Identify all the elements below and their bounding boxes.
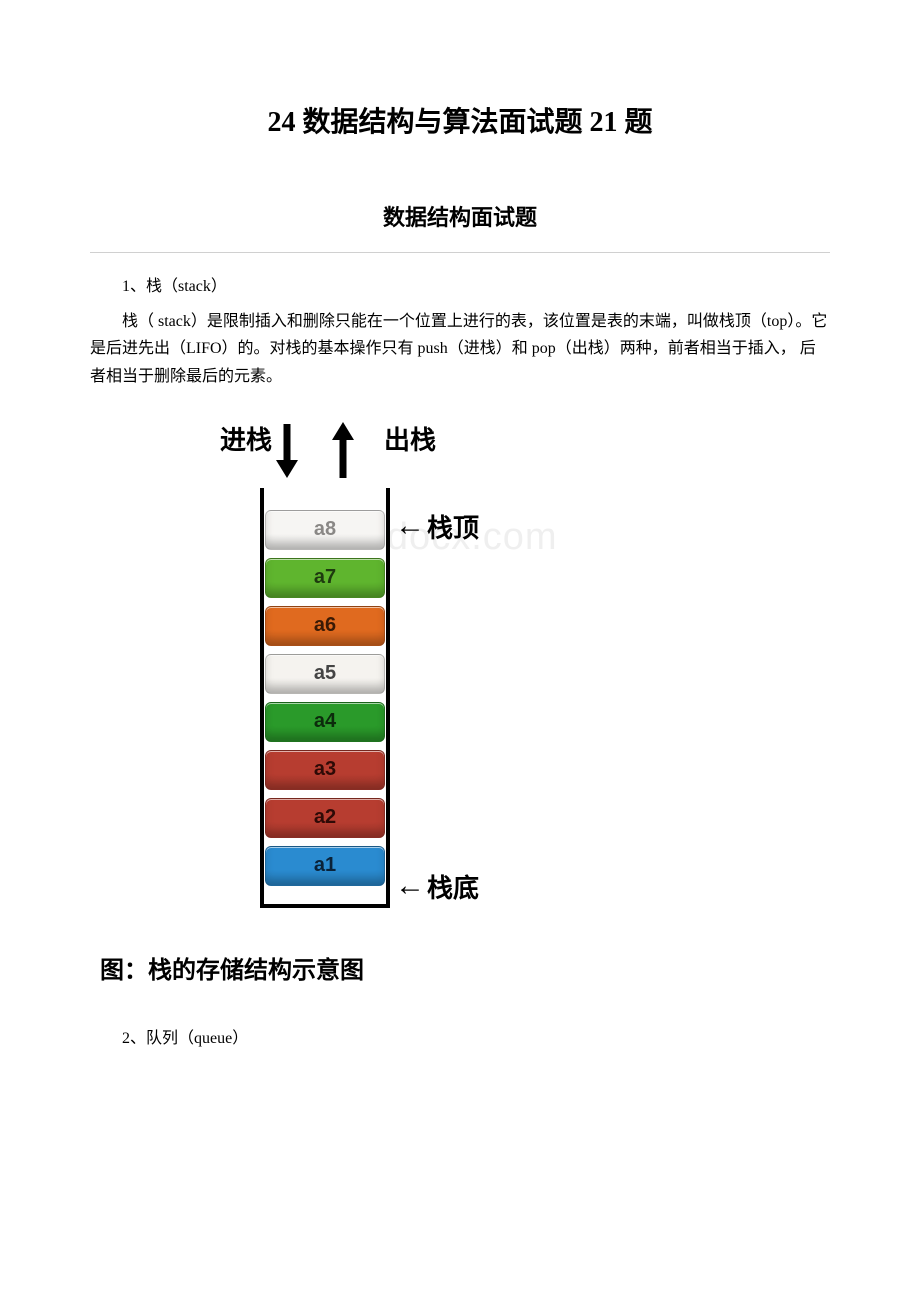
bottom-label: 栈底 [427,868,479,905]
subtitle: 数据结构面试题 [90,200,830,232]
stack-cell: a5 [265,654,385,694]
stack-cell: a1 [265,846,385,886]
stack-cell: a3 [265,750,385,790]
top-annotation: ← 栈顶 [395,508,479,545]
arrows-row: 进栈 出栈 [220,420,440,488]
stack-cell: a8 [265,510,385,550]
section1-heading: 1、栈（stack） [90,273,830,300]
section1-paragraph: 栈（ stack）是限制插入和删除只能在一个位置上进行的表，该位置是表的末端，叫… [90,308,830,390]
section-divider [90,252,830,253]
stack-cell: a4 [265,702,385,742]
arrow-left-icon: ← [395,511,425,541]
stack-figure: www.bdocx.com 进栈 出栈 a8a7a6a5a4a3a2a1 ← 栈… [170,420,590,920]
arrow-down-icon [274,420,300,480]
page-title: 24 数据结构与算法面试题 21 题 [90,100,830,140]
stack-cell: a2 [265,798,385,838]
figure-caption: 图：栈的存储结构示意图 [100,950,830,985]
stack-cells: a8 a7 a6 a5 a4 a3 a2 a1 [265,510,385,894]
section2-heading: 2、队列（queue） [90,1025,830,1052]
push-label: 进栈 [220,420,272,457]
arrow-left-icon: ← [395,871,425,901]
stack-cell: a6 [265,606,385,646]
bottom-annotation: ← 栈底 [395,868,479,905]
pop-label: 出栈 [384,420,436,457]
stack-cell: a7 [265,558,385,598]
stack-figure-wrap: www.bdocx.com 进栈 出栈 a8a7a6a5a4a3a2a1 ← 栈… [170,420,830,920]
arrow-up-icon [330,420,356,480]
top-label: 栈顶 [427,508,479,545]
